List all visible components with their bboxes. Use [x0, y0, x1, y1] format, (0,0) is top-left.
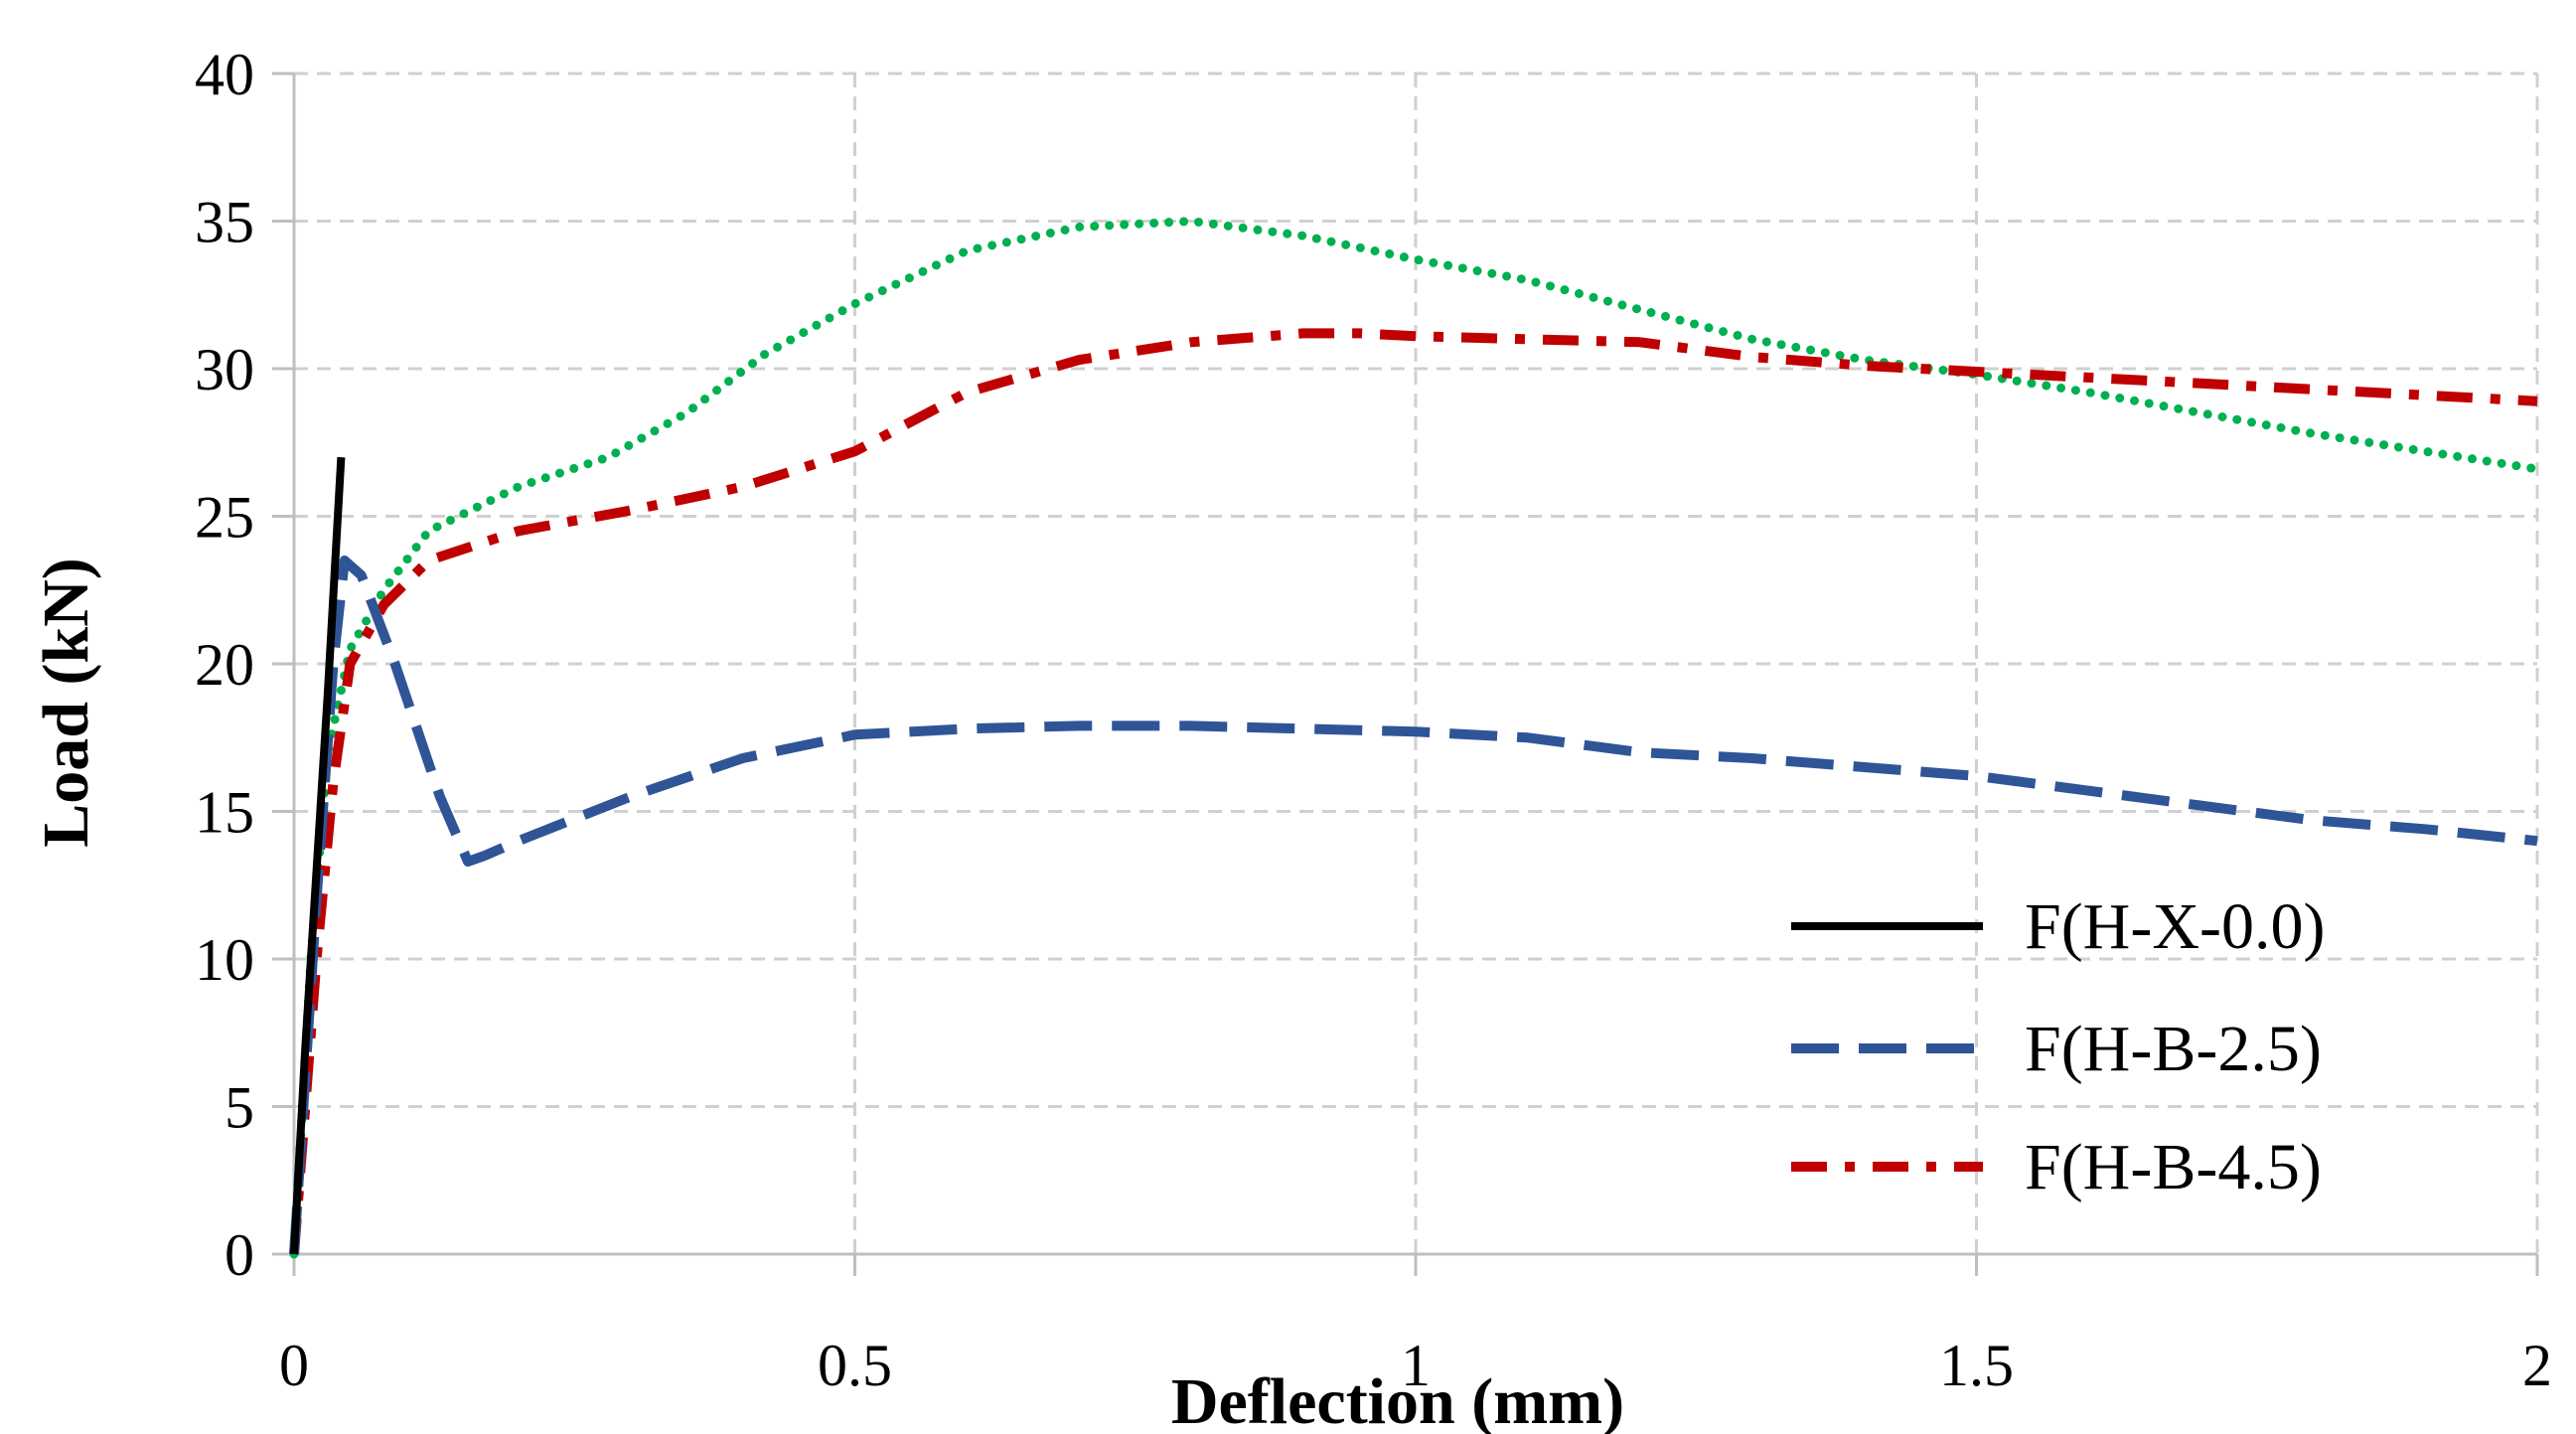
- y-tick-label: 30: [195, 337, 254, 402]
- x-tick-label: 0: [279, 1333, 309, 1398]
- series-group: [289, 217, 2542, 1259]
- y-axis-title: Load (kN): [30, 558, 102, 848]
- series-line-f-h-x-0-0: [290, 456, 346, 1255]
- tick-labels: 0 5 10 15 20 25 30 35 40 0 0.5 1 1.5 2: [195, 42, 2552, 1398]
- x-axis-title: Deflection (mm): [1171, 1365, 1624, 1434]
- axes: [272, 72, 2539, 1276]
- y-tick-label: 15: [195, 780, 254, 846]
- series-line-f-h-b-2-5: [289, 556, 2538, 1255]
- series-line-f-h-b-4-5: [289, 328, 2538, 1255]
- x-tick-label: 2: [2522, 1333, 2552, 1398]
- y-tick-label: 35: [195, 190, 254, 255]
- y-tick-label: 10: [195, 927, 254, 993]
- y-tick-label: 25: [195, 485, 254, 551]
- legend-label: F(H-B-4.5): [2025, 1131, 2322, 1203]
- y-tick-label: 40: [195, 42, 254, 107]
- y-tick-label: 20: [195, 632, 254, 698]
- legend-label: F(H-X-0.0): [2025, 890, 2325, 963]
- legend-label: F(H-B-2.5): [2025, 1013, 2322, 1085]
- y-tick-label: 5: [225, 1075, 254, 1141]
- x-tick-label: 1.5: [1939, 1333, 2014, 1398]
- gridlines: [294, 72, 2539, 1254]
- x-tick-label: 0.5: [818, 1333, 892, 1398]
- x-tick-label: 1: [1401, 1333, 1431, 1398]
- legend: F(H-X-0.0) F(H-B-2.5) F(H-B-4.5): [1791, 890, 2325, 1203]
- y-tick-label: 0: [225, 1222, 254, 1288]
- series-line-unlabeled: [289, 217, 2542, 1259]
